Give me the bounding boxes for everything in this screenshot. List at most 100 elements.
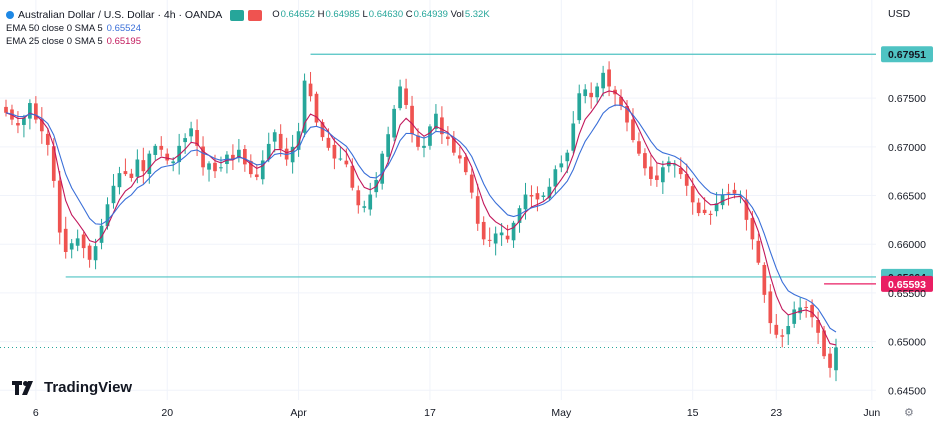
candle-body[interactable] [248,160,253,175]
candle-body[interactable] [326,137,331,148]
candle-body[interactable] [254,174,259,178]
candle-body[interactable] [780,335,785,337]
candle-body[interactable] [171,161,176,164]
candle-body[interactable] [523,194,528,210]
candle-body[interactable] [39,118,44,132]
candle-body[interactable] [696,202,701,214]
candle-body[interactable] [272,132,277,142]
candle-body[interactable] [278,133,283,149]
candle-body[interactable] [4,106,8,113]
candle-body[interactable] [774,324,779,335]
candle-body[interactable] [690,186,695,203]
ema25-line[interactable] [5,90,837,346]
candle-body[interactable] [792,309,797,324]
candle-body[interactable] [195,130,199,146]
candle-body[interactable] [422,145,426,148]
candle-body[interactable] [141,160,146,172]
candle-body[interactable] [756,240,761,263]
candle-body[interactable] [308,83,313,97]
candle-body[interactable] [207,163,211,170]
candle-body[interactable] [57,180,62,233]
candle-body[interactable] [111,185,116,204]
candle-body[interactable] [123,171,128,175]
candle-body[interactable] [93,246,98,261]
candle-body[interactable] [153,145,158,155]
candle-body[interactable] [577,93,582,121]
settings-gear-icon[interactable]: ⚙ [904,407,914,419]
candle-body[interactable] [619,96,623,106]
candle-body[interactable] [446,136,450,140]
candle-body[interactable] [786,326,791,335]
candle-body[interactable] [147,153,152,175]
candle-body[interactable] [517,208,522,223]
candle-body[interactable] [601,72,605,89]
candle-body[interactable] [565,152,570,162]
candle-body[interactable] [16,123,20,126]
candle-body[interactable] [768,291,773,324]
candle-body[interactable] [177,145,182,163]
candle-body[interactable] [105,204,110,227]
candle-body[interactable] [547,186,552,199]
candle-body[interactable] [296,131,301,150]
candle-body[interactable] [290,146,295,163]
candle-body[interactable] [332,144,337,159]
candle-body[interactable] [99,225,104,243]
candle-body[interactable] [183,138,187,143]
candle-body[interactable] [410,105,414,135]
candle-body[interactable] [242,149,247,165]
candle-body[interactable] [165,153,170,161]
candle-body[interactable] [457,155,462,159]
candle-body[interactable] [129,173,134,178]
candle-body[interactable] [117,173,122,188]
candle-body[interactable] [714,203,719,212]
candle-body[interactable] [511,222,516,241]
candle-body[interactable] [810,305,814,318]
candle-body[interactable] [189,128,193,137]
candle-body[interactable] [595,86,600,98]
candle-body[interactable] [583,89,588,97]
candle-body[interactable] [762,264,767,295]
candle-body[interactable] [726,192,731,194]
candle-body[interactable] [266,143,271,159]
candle-body[interactable] [380,153,385,184]
candle-body[interactable] [440,117,444,135]
symbol-title[interactable]: Australian Dollar / U.S. Dollar · 4h · O… [18,9,223,21]
candle-body[interactable] [81,234,86,249]
candle-body[interactable] [702,209,707,214]
candle-body[interactable] [386,134,391,157]
candle-body[interactable] [720,194,725,206]
candle-body[interactable] [625,105,629,123]
candle-body[interactable] [63,228,68,252]
candle-body[interactable] [159,145,164,150]
candle-body[interactable] [571,123,576,151]
candle-body[interactable] [368,194,373,210]
candle-body[interactable] [672,164,677,166]
candle-body[interactable] [541,195,546,197]
candle-body[interactable] [607,69,611,87]
candle-body[interactable] [75,238,80,246]
currency-selector[interactable]: USD [888,8,911,20]
candle-body[interactable] [678,168,683,175]
candle-body[interactable] [213,162,217,172]
candle-body[interactable] [535,193,540,200]
alert-icon[interactable] [248,9,263,21]
candle-body[interactable] [643,153,647,169]
candle-body[interactable] [135,159,140,177]
candle-body[interactable] [28,103,32,119]
candle-body[interactable] [237,149,241,158]
candle-body[interactable] [398,86,402,109]
candle-body[interactable] [822,330,826,357]
candle-body[interactable] [655,175,659,180]
candle-body[interactable] [493,233,498,244]
candle-body[interactable] [481,221,486,240]
candle-body[interactable] [356,190,361,206]
candle-body[interactable] [22,117,26,125]
candle-body[interactable] [553,169,558,187]
candle-body[interactable] [362,206,367,208]
candle-body[interactable] [589,92,594,98]
ema50-line[interactable] [5,104,837,333]
candle-body[interactable] [302,80,307,133]
candle-body[interactable] [505,235,510,240]
candle-body[interactable] [834,347,838,371]
